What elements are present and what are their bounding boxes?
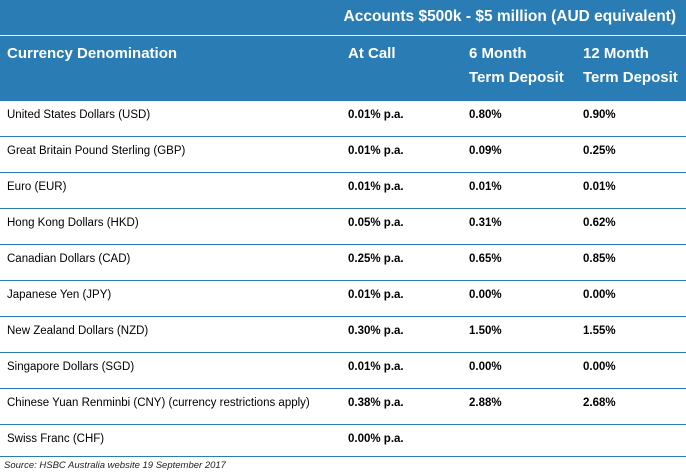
six-month-rate-cell: 2.88% [469, 397, 502, 409]
six-month-rate-cell: 0.00% [469, 361, 502, 373]
twelve-month-rate-cell: 1.55% [583, 325, 616, 337]
table-row: United States Dollars (USD) 0.01% p.a. 0.8… [0, 101, 686, 137]
six-month-rate-cell: 0.09% [469, 145, 502, 157]
source-note: Source: HSBC Australia website 19 Septem… [4, 460, 226, 471]
column-header-at-call: At Call [348, 45, 396, 62]
currency-cell: Singapore Dollars (SGD) [7, 361, 135, 373]
twelve-month-rate-cell: 0.85% [583, 253, 616, 265]
at-call-rate-cell: 0.01% p.a. [348, 289, 404, 301]
currency-cell: Chinese Yuan Renminbi (CNY) (currency re… [7, 397, 310, 409]
twelve-month-rate-cell: 0.00% [583, 289, 616, 301]
six-month-rate-cell: 0.65% [469, 253, 502, 265]
table-row: Canadian Dollars (CAD) 0.25% p.a. 0.65% 0.8… [0, 245, 686, 281]
table-row: Great Britain Pound Sterling (GBP) 0.01% … [0, 137, 686, 173]
at-call-rate-cell: 0.05% p.a. [348, 217, 404, 229]
table-row: Swiss Franc (CHF) 0.00% p.a. [0, 425, 686, 460]
at-call-rate-cell: 0.01% p.a. [348, 361, 404, 373]
currency-cell: Canadian Dollars (CAD) [7, 253, 131, 265]
six-month-rate-cell: 0.00% [469, 289, 502, 301]
group-title: Accounts $500k - $5 million (AUD equival… [343, 8, 676, 25]
column-header-12-month-line2: Term Deposit [583, 69, 678, 86]
twelve-month-rate-cell: 0.62% [583, 217, 616, 229]
table-row: Singapore Dollars (SGD) 0.01% p.a. 0.00% 0.… [0, 353, 686, 389]
rates-table: United States Dollars (USD) 0.01% p.a. 0.8… [0, 101, 686, 460]
table-row: Hong Kong Dollars (HKD) 0.05% p.a. 0.31% 0.… [0, 209, 686, 245]
currency-cell: United States Dollars (USD) [7, 109, 151, 121]
currency-cell: New Zealand Dollars (NZD) [7, 325, 149, 337]
table-row: Euro (EUR) 0.01% p.a. 0.01% 0.01% [0, 173, 686, 209]
table-row: New Zealand Dollars (NZD) 0.30% p.a. 1.50%… [0, 317, 686, 353]
at-call-rate-cell: 0.01% p.a. [348, 145, 404, 157]
currency-cell: Swiss Franc (CHF) [7, 433, 105, 445]
header-divider [0, 35, 686, 36]
column-header-6-month-line1: 6 Month [469, 45, 527, 62]
column-header-6-month-line2: Term Deposit [469, 69, 564, 86]
currency-cell: Hong Kong Dollars (HKD) [7, 217, 139, 229]
twelve-month-rate-cell: 0.00% [583, 361, 616, 373]
table-row: Japanese Yen (JPY) 0.01% p.a. 0.00% 0.00% [0, 281, 686, 317]
column-header-12-month: 12 Month Term Deposit [583, 42, 678, 90]
at-call-rate-cell: 0.30% p.a. [348, 325, 404, 337]
at-call-rate-cell: 0.01% p.a. [348, 181, 404, 193]
source-divider [0, 456, 686, 457]
six-month-rate-cell: 0.31% [469, 217, 502, 229]
table-header: Accounts $500k - $5 million (AUD equival… [0, 0, 686, 101]
currency-cell: Great Britain Pound Sterling (GBP) [7, 145, 186, 157]
six-month-rate-cell: 0.01% [469, 181, 502, 193]
table-row: Chinese Yuan Renminbi (CNY) (currency re… [0, 389, 686, 425]
six-month-rate-cell: 1.50% [469, 325, 502, 337]
twelve-month-rate-cell: 2.68% [583, 397, 616, 409]
twelve-month-rate-cell: 0.90% [583, 109, 616, 121]
column-header-currency: Currency Denomination [7, 45, 178, 62]
column-header-12-month-line1: 12 Month [583, 45, 649, 62]
twelve-month-rate-cell: 0.25% [583, 145, 616, 157]
column-header-6-month: 6 Month Term Deposit [469, 42, 564, 90]
six-month-rate-cell: 0.80% [469, 109, 502, 121]
twelve-month-rate-cell: 0.01% [583, 181, 616, 193]
currency-cell: Japanese Yen (JPY) [7, 289, 112, 301]
currency-cell: Euro (EUR) [7, 181, 67, 193]
at-call-rate-cell: 0.38% p.a. [348, 397, 404, 409]
at-call-rate-cell: 0.01% p.a. [348, 109, 404, 121]
at-call-rate-cell: 0.25% p.a. [348, 253, 404, 265]
at-call-rate-cell: 0.00% p.a. [348, 433, 404, 445]
